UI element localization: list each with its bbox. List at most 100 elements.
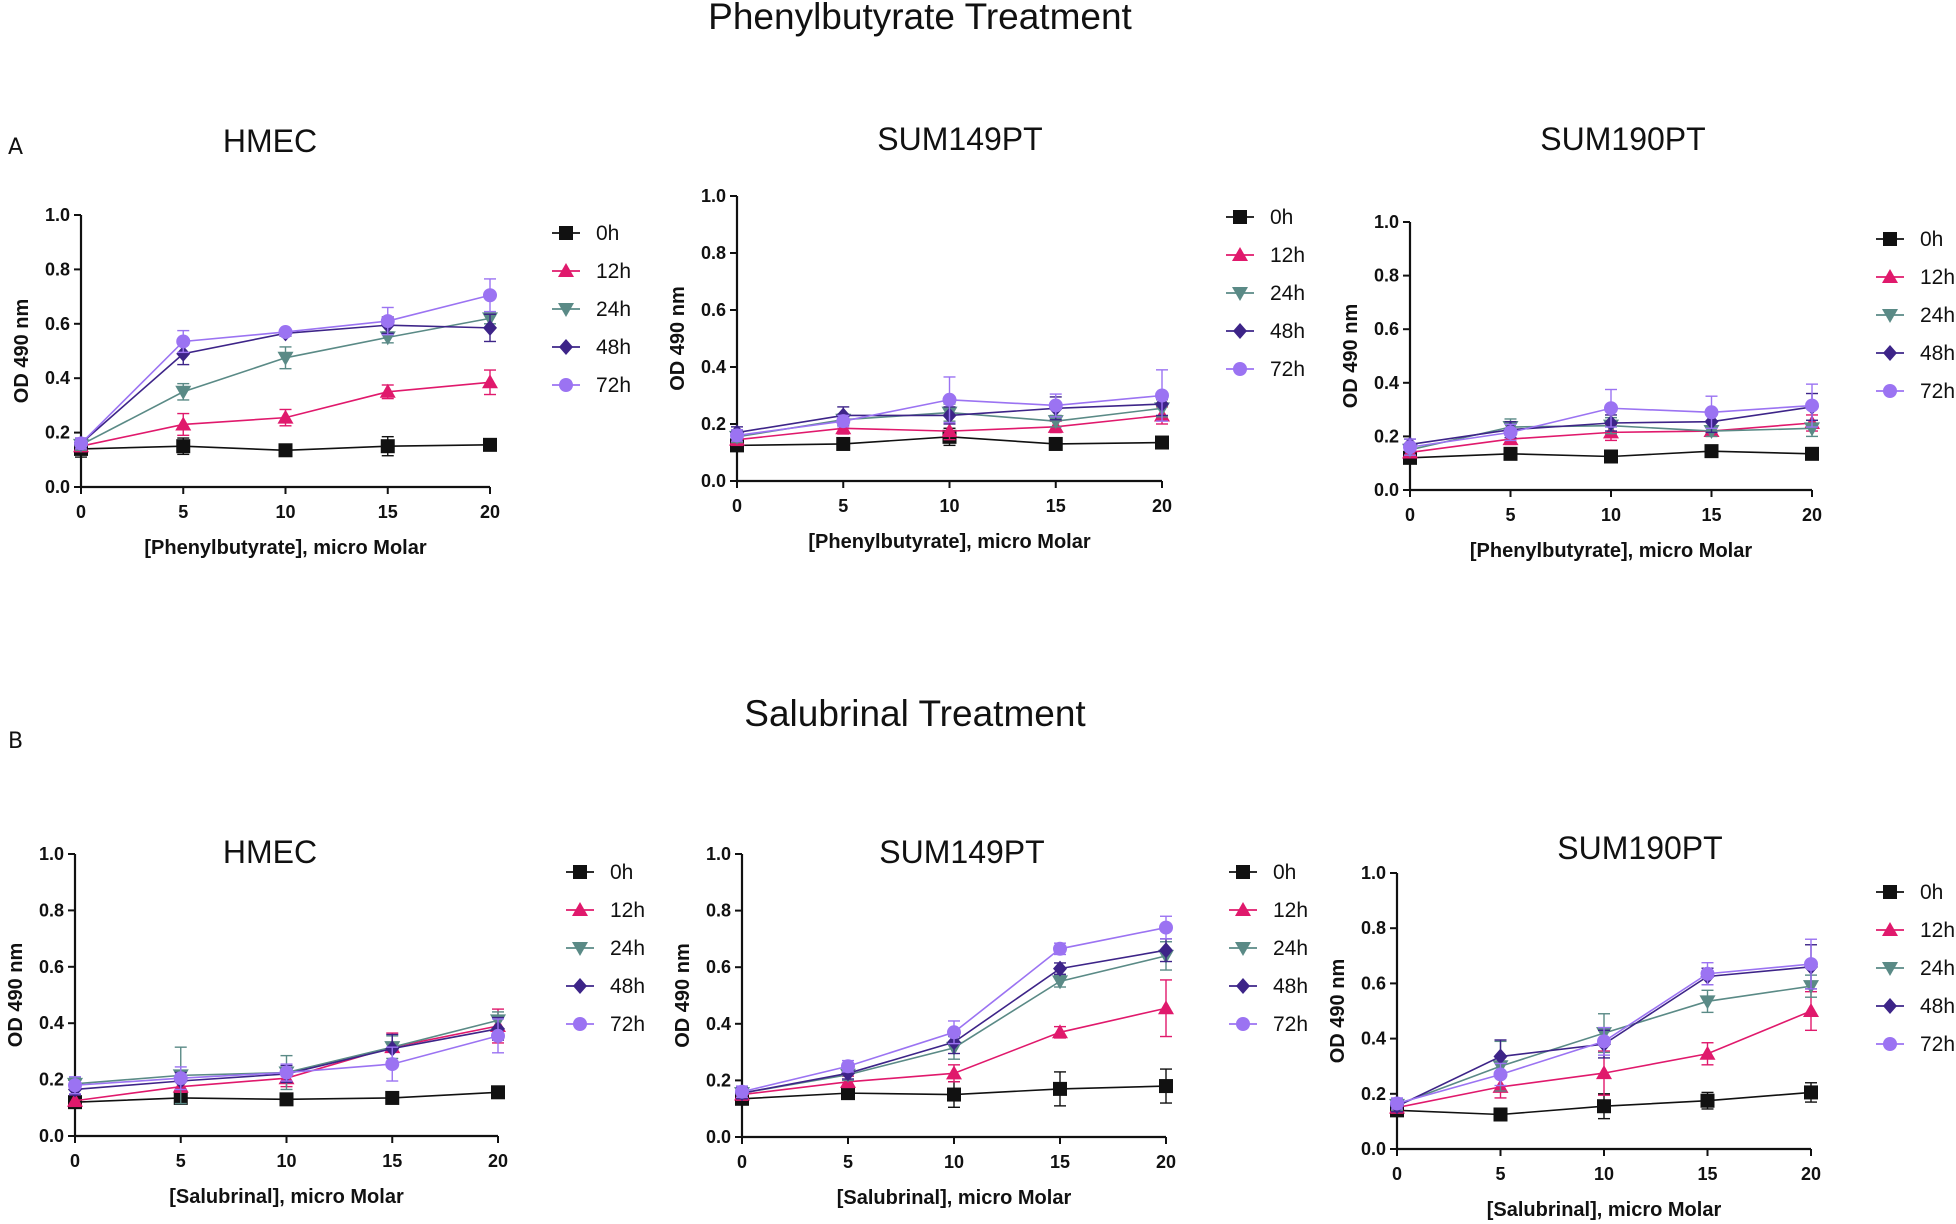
legend-label: 0h <box>1920 228 1943 251</box>
y-tick-label: 0.8 <box>1361 918 1386 938</box>
data-point <box>1804 422 1820 437</box>
legend-marker <box>573 978 587 994</box>
legend-marker <box>1882 309 1898 323</box>
legend-marker <box>1883 998 1897 1014</box>
data-point <box>1048 398 1063 413</box>
legend-label: 48h <box>1270 320 1305 343</box>
y-tick-label: 0.2 <box>701 414 726 434</box>
y-tick-label: 0.2 <box>1361 1084 1386 1104</box>
data-point <box>1700 1093 1715 1108</box>
legend-marker <box>558 303 574 317</box>
y-tick-label: 0.6 <box>1361 973 1386 993</box>
x-tick-label: 20 <box>480 502 500 522</box>
chart-title: HMEC <box>223 834 317 870</box>
data-point <box>1493 1107 1508 1122</box>
data-point <box>1597 1034 1611 1049</box>
legend-marker <box>1883 885 1897 899</box>
x-tick-label: 20 <box>488 1151 508 1171</box>
data-point <box>1700 966 1715 981</box>
legend-label: 48h <box>596 336 631 359</box>
x-tick-label: 15 <box>1701 505 1721 525</box>
x-tick-label: 0 <box>732 496 742 516</box>
y-tick-label: 1.0 <box>1361 863 1386 883</box>
legend-marker <box>1236 865 1250 879</box>
y-axis-label: OD 490 nm <box>11 299 33 403</box>
y-tick-label: 0.0 <box>701 471 726 491</box>
data-point <box>836 436 851 451</box>
data-point <box>1053 960 1067 977</box>
legend-marker <box>1232 247 1248 261</box>
legend-label: 72h <box>610 1013 645 1036</box>
data-point <box>1805 446 1819 461</box>
x-axis-label: [Phenylbutyrate], micro Molar <box>1470 540 1752 562</box>
data-point <box>1604 401 1618 416</box>
x-tick-label: 20 <box>1152 496 1172 516</box>
charts-grid: HMEC 0.0 0.2 0.4 0.6 0.8 1.0 0 5 10 15 20 [Phenylbut… <box>5 121 1955 1221</box>
y-tick-label: 1.0 <box>706 844 731 864</box>
data-point <box>735 1084 749 1099</box>
legend-label: 48h <box>1273 975 1308 998</box>
legend-marker <box>559 226 573 240</box>
y-tick-label: 1.0 <box>1374 212 1399 232</box>
legend-label: 12h <box>1270 244 1305 267</box>
y-tick-label: 0.6 <box>701 300 726 320</box>
x-tick-label: 20 <box>1801 1164 1821 1184</box>
data-point <box>1053 941 1067 956</box>
x-tick-label: 10 <box>275 502 295 522</box>
legend-label: 0h <box>596 222 619 245</box>
x-tick-label: 5 <box>176 1151 186 1171</box>
data-point <box>1803 1003 1819 1017</box>
data-point <box>1704 405 1719 420</box>
data-point <box>483 319 497 336</box>
data-point <box>1805 398 1819 413</box>
series-72h <box>730 369 1169 443</box>
x-tick-label: 15 <box>382 1151 402 1171</box>
series-12h <box>73 369 498 453</box>
legend-label: 24h <box>1273 937 1308 960</box>
legend-marker <box>559 339 573 355</box>
y-tick-label: 1.0 <box>701 186 726 206</box>
legend-label: 72h <box>1273 1013 1308 1036</box>
chart-b3: SUM190PT 0.0 0.2 0.4 0.6 0.8 1.0 0 5 10 15 20 [Salub… <box>1327 830 1955 1221</box>
legend-marker <box>572 942 588 956</box>
y-tick-label: 0.6 <box>39 957 64 977</box>
legend-marker <box>1883 1037 1897 1051</box>
chart-a2: SUM149PT 0.0 0.2 0.4 0.6 0.8 1.0 0 5 10 15 20 [Pheny… <box>667 121 1305 553</box>
x-axis-label: [Phenylbutyrate], micro Molar <box>808 531 1090 553</box>
y-tick-label: 0.2 <box>39 1070 64 1090</box>
legend-marker <box>1883 232 1897 246</box>
chart-title: HMEC <box>223 123 317 159</box>
y-axis-label: OD 490 nm <box>1340 304 1362 408</box>
data-point <box>173 1071 188 1086</box>
legend-marker <box>1233 362 1247 376</box>
data-point <box>841 1059 855 1074</box>
y-axis-label: OD 490 nm <box>672 943 694 1047</box>
x-axis-label: [Salubrinal], micro Molar <box>1487 1199 1722 1221</box>
chart-title: SUM190PT <box>1540 121 1705 157</box>
legend-marker <box>1882 269 1898 283</box>
y-axis-label: OD 490 nm <box>5 943 27 1047</box>
data-point <box>277 351 294 366</box>
series-72h <box>1403 383 1819 456</box>
y-tick-label: 0.0 <box>39 1126 64 1146</box>
data-point <box>380 439 395 454</box>
data-point <box>175 385 192 400</box>
legend-label: 24h <box>610 937 645 960</box>
legend: 0h 12h 24h 48h 72h <box>552 222 631 397</box>
legend-marker <box>1236 1017 1250 1031</box>
legend-label: 72h <box>1920 380 1955 403</box>
legend-marker <box>573 1017 587 1031</box>
legend-label: 72h <box>1270 358 1305 381</box>
data-point <box>1159 942 1173 959</box>
legend-label: 0h <box>1270 206 1293 229</box>
section-b-letter: B <box>8 729 23 754</box>
y-tick-label: 0.6 <box>706 957 731 977</box>
x-tick-label: 0 <box>1405 505 1415 525</box>
legend-marker <box>558 263 574 277</box>
x-tick-label: 5 <box>843 1152 853 1172</box>
y-tick-label: 0.0 <box>1374 480 1399 500</box>
y-tick-label: 1.0 <box>39 844 64 864</box>
x-tick-label: 10 <box>1601 505 1621 525</box>
y-tick-label: 0.6 <box>45 314 70 334</box>
x-tick-label: 10 <box>944 1152 964 1172</box>
